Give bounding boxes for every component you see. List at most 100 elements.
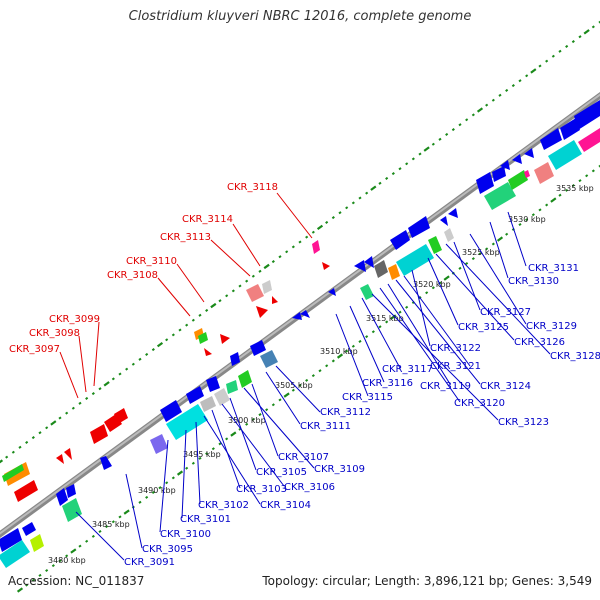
- gene-feature[interactable]: [374, 260, 388, 278]
- gene-feature[interactable]: [512, 154, 522, 164]
- gene-feature[interactable]: [476, 172, 494, 194]
- gene-feature[interactable]: [428, 236, 442, 254]
- gene-label[interactable]: CKR_3131: [528, 263, 579, 274]
- gene-label[interactable]: CKR_3108: [107, 270, 158, 281]
- gene-feature[interactable]: [354, 260, 366, 272]
- gene-label[interactable]: CKR_3109: [314, 464, 365, 475]
- gene-label[interactable]: CKR_3105: [256, 467, 307, 478]
- gene-label[interactable]: CKR_3114: [182, 214, 233, 225]
- gene-feature[interactable]: [200, 396, 216, 412]
- gene-feature[interactable]: [100, 456, 112, 470]
- gene-feature[interactable]: [300, 310, 310, 318]
- gene-label[interactable]: CKR_3117: [382, 364, 433, 375]
- gene-feature[interactable]: [524, 148, 534, 158]
- gene-feature[interactable]: [14, 480, 38, 502]
- gene-feature[interactable]: [114, 408, 128, 424]
- gene-feature[interactable]: [30, 534, 44, 552]
- gene-feature[interactable]: [548, 140, 582, 170]
- gene-feature[interactable]: [440, 216, 448, 226]
- gene-feature[interactable]: [160, 400, 182, 422]
- gene-label[interactable]: CKR_3113: [160, 232, 211, 243]
- gene-feature[interactable]: [2, 464, 24, 482]
- gene-feature[interactable]: [540, 128, 562, 150]
- gene-feature[interactable]: [64, 448, 72, 460]
- gene-feature[interactable]: [186, 386, 204, 404]
- gene-label[interactable]: CKR_3126: [514, 337, 565, 348]
- gene-feature[interactable]: [256, 306, 268, 318]
- gene-label[interactable]: CKR_3119: [420, 381, 471, 392]
- gene-feature[interactable]: [0, 528, 22, 552]
- gene-feature[interactable]: [262, 280, 272, 294]
- gene-feature[interactable]: [448, 208, 458, 218]
- gene-label[interactable]: CKR_3120: [454, 398, 505, 409]
- gene-feature[interactable]: [328, 288, 336, 296]
- gene-feature[interactable]: [390, 230, 410, 250]
- gene-feature[interactable]: [322, 262, 330, 270]
- gene-label[interactable]: CKR_3111: [300, 421, 351, 432]
- gene-label[interactable]: CKR_3095: [142, 544, 193, 555]
- gene-feature[interactable]: [484, 182, 516, 210]
- gene-feature[interactable]: [388, 264, 400, 280]
- gene-feature[interactable]: [204, 348, 212, 356]
- gene-label[interactable]: CKR_3106: [284, 482, 335, 493]
- gene-feature[interactable]: [578, 128, 600, 152]
- gene-feature[interactable]: [22, 522, 36, 536]
- gene-label[interactable]: CKR_3115: [342, 392, 393, 403]
- gene-feature[interactable]: [226, 380, 238, 394]
- gene-feature[interactable]: [560, 118, 580, 140]
- gene-feature[interactable]: [62, 498, 82, 522]
- gene-label[interactable]: CKR_3101: [180, 514, 231, 525]
- gene-feature[interactable]: [574, 100, 600, 130]
- gene-label[interactable]: CKR_3112: [320, 407, 371, 418]
- gene-feature[interactable]: [56, 454, 64, 464]
- gene-label[interactable]: CKR_3125: [458, 322, 509, 333]
- gene-label[interactable]: CKR_3107: [278, 452, 329, 463]
- gene-label[interactable]: CKR_3129: [526, 321, 577, 332]
- gene-label[interactable]: CKR_3124: [480, 381, 531, 392]
- gene-feature[interactable]: [166, 404, 208, 440]
- gene-label[interactable]: CKR_3110: [126, 256, 177, 267]
- gene-label[interactable]: CKR_3102: [198, 500, 249, 511]
- gene-label[interactable]: CKR_3097: [9, 344, 60, 355]
- gene-label[interactable]: CKR_3128: [550, 351, 600, 362]
- gene-label[interactable]: CKR_3121: [430, 361, 481, 372]
- gene-label[interactable]: CKR_3123: [498, 417, 549, 428]
- gene-feature[interactable]: [150, 434, 168, 454]
- gene-feature[interactable]: [292, 312, 302, 320]
- gene-feature[interactable]: [260, 350, 278, 368]
- gene-feature[interactable]: [250, 340, 266, 356]
- gene-feature[interactable]: [534, 162, 554, 184]
- gene-feature[interactable]: [272, 296, 278, 304]
- gene-feature[interactable]: [214, 388, 230, 406]
- gene-label[interactable]: CKR_3130: [508, 276, 559, 287]
- gene-feature[interactable]: [238, 370, 252, 388]
- gene-feature[interactable]: [0, 540, 30, 568]
- gene-label[interactable]: CKR_3103: [236, 484, 287, 495]
- gene-label[interactable]: CKR_3122: [430, 343, 481, 354]
- gene-label[interactable]: CKR_3100: [160, 529, 211, 540]
- gene-label[interactable]: CKR_3098: [29, 328, 80, 339]
- gene-feature[interactable]: [360, 284, 374, 300]
- gene-feature[interactable]: [198, 332, 208, 344]
- gene-feature[interactable]: [500, 160, 510, 170]
- gene-label[interactable]: CKR_3127: [480, 307, 531, 318]
- gene-feature[interactable]: [220, 334, 230, 344]
- gene-label[interactable]: CKR_3091: [124, 557, 175, 568]
- gene-feature[interactable]: [90, 424, 108, 444]
- gene-label[interactable]: CKR_3104: [260, 500, 311, 511]
- gene-feature[interactable]: [230, 352, 240, 366]
- gene-feature[interactable]: [444, 228, 454, 242]
- gene-label[interactable]: CKR_3099: [49, 314, 100, 325]
- gene-feature[interactable]: [206, 376, 220, 392]
- gene-feature[interactable]: [508, 170, 528, 190]
- gene-feature[interactable]: [246, 284, 264, 302]
- gene-feature[interactable]: [524, 170, 530, 178]
- gene-feature[interactable]: [56, 488, 68, 506]
- gene-feature[interactable]: [66, 484, 76, 498]
- gene-feature[interactable]: [492, 166, 506, 182]
- gene-feature[interactable]: [364, 256, 374, 268]
- gene-feature[interactable]: [408, 216, 430, 238]
- gene-feature[interactable]: [312, 240, 320, 254]
- gene-label[interactable]: CKR_3116: [362, 378, 413, 389]
- gene-label[interactable]: CKR_3118: [227, 182, 278, 193]
